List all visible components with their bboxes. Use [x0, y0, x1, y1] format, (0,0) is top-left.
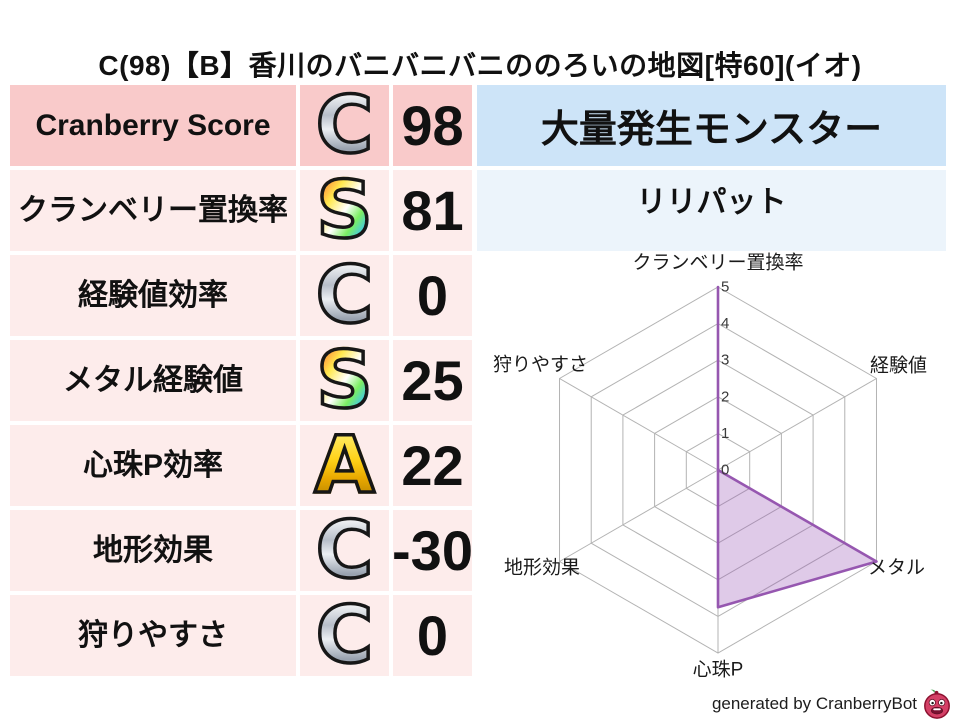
table-row: 心珠P効率 A 22: [10, 425, 472, 506]
radar-axis-line: [717, 378, 877, 471]
cranberry-bot-icon: [924, 689, 950, 719]
monster-name: リリパット: [477, 170, 946, 251]
radar-tick-label: 5: [721, 279, 729, 296]
stats-table: Cranberry Score C 98 クランベリー置換率 S 81 経験値効率 C 0 メタル…: [10, 85, 473, 676]
grade-c-silver-icon: C: [314, 250, 375, 341]
monster-panel-header: 大量発生モンスター: [477, 85, 946, 166]
grade-c-silver-icon: C: [314, 80, 375, 171]
footer-credit: generated by CranberryBot: [712, 689, 952, 719]
radar-axis-label: 経験値: [870, 355, 927, 377]
radar-axis-line: [559, 378, 719, 471]
stat-value: 25: [393, 340, 472, 421]
grade-cell: S: [300, 170, 389, 251]
table-row: クランベリー置換率 S 81: [10, 170, 472, 251]
radar-tick-label: 2: [721, 388, 729, 405]
grade-c-silver-icon: C: [314, 590, 375, 681]
radar-axis-label: メタル: [868, 557, 925, 579]
table-row: メタル経験値 S 25: [10, 340, 472, 421]
stat-label: 地形効果: [10, 510, 296, 591]
stat-value: 0: [393, 595, 472, 676]
stat-label: メタル経験値: [10, 340, 296, 421]
page-title: C(98)【B】香川のバニバニバニののろいの地図[特60](イオ): [98, 50, 862, 81]
table-row: 狩りやすさ C 0: [10, 595, 472, 676]
stat-value: 0: [393, 255, 472, 336]
grade-c-silver-icon: C: [314, 505, 375, 596]
stat-label: 心珠P効率: [10, 425, 296, 506]
radar-tick-label: 1: [721, 425, 729, 442]
grade-cell: A: [300, 425, 389, 506]
radar-axis-label: クランベリー置換率: [632, 252, 803, 274]
stat-label: Cranberry Score: [10, 85, 296, 166]
grade-cell: C: [300, 85, 389, 166]
grade-cell: C: [300, 255, 389, 336]
stat-label: 狩りやすさ: [10, 595, 296, 676]
radar-tick-label: 0: [721, 462, 729, 479]
stat-value: 22: [393, 425, 472, 506]
grade-cell: S: [300, 340, 389, 421]
radar-tick-label: 3: [721, 352, 729, 369]
radar-tick-label: 4: [721, 315, 729, 332]
stat-value: 81: [393, 170, 472, 251]
credit-text: generated by CranberryBot: [711, 694, 917, 713]
grade-cell: C: [300, 510, 389, 591]
radar-axis-line: [559, 469, 719, 562]
table-row: Cranberry Score C 98: [10, 85, 472, 166]
radar-axis-label: 心珠P: [693, 659, 744, 681]
table-row: 地形効果 C -30: [10, 510, 473, 591]
radar-axis-label: 地形効果: [504, 557, 580, 579]
radar-data-polygon: [716, 285, 878, 609]
table-row: 経験値効率 C 0: [10, 255, 472, 336]
grade-s-rainbow-icon: S: [315, 335, 375, 426]
stat-label: クランベリー置換率: [10, 170, 296, 251]
stat-value: 98: [393, 85, 472, 166]
monster-panel: 大量発生モンスター リリパット: [477, 85, 946, 251]
stat-label: 経験値効率: [10, 255, 296, 336]
radar-axis-label: 狩りやすさ: [493, 354, 588, 376]
grade-a-gold-icon: A: [313, 420, 377, 511]
grade-cell: C: [300, 595, 389, 676]
grade-s-rainbow-icon: S: [315, 165, 375, 256]
stat-value: -30: [392, 510, 473, 591]
